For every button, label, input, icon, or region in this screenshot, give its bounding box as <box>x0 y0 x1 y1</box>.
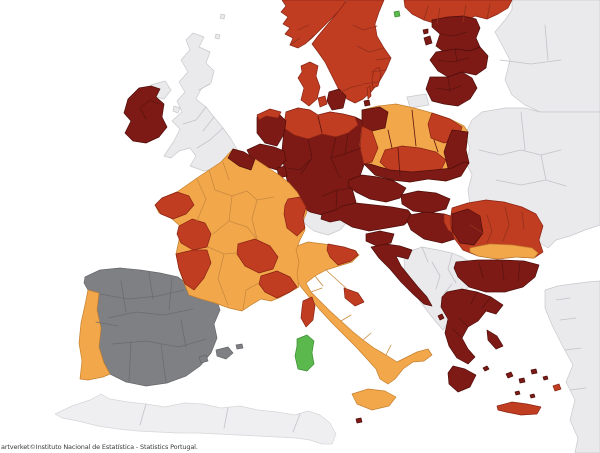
region-slovenia[interactable] <box>365 230 395 247</box>
region-great-britain[interactable] <box>163 32 239 172</box>
region-orkney[interactable] <box>214 33 221 40</box>
region-turkey[interactable] <box>544 280 600 453</box>
region-greece-lines <box>452 291 492 339</box>
region-france-provence[interactable] <box>258 270 298 299</box>
region-ibiza[interactable] <box>198 354 209 364</box>
region-finland-lines <box>423 3 491 25</box>
region-sweden-lines <box>340 24 392 93</box>
region-norway-lines <box>289 24 315 46</box>
region-sweden[interactable] <box>311 0 392 104</box>
region-romania-west[interactable] <box>451 208 484 246</box>
region-east-europe-lines <box>478 24 567 187</box>
region-aland[interactable] <box>393 10 401 18</box>
region-denmark-zealand[interactable] <box>326 88 347 111</box>
region-france-lines <box>196 161 275 311</box>
region-ireland[interactable] <box>123 85 168 144</box>
region-africa[interactable] <box>54 393 337 445</box>
region-romania-lines <box>469 206 525 244</box>
region-netherlands-north[interactable] <box>256 108 282 121</box>
region-bulgaria-lines <box>478 260 521 282</box>
region-poland-northwest[interactable] <box>361 106 389 132</box>
region-uk-lines <box>182 83 224 149</box>
region-estonia[interactable] <box>431 15 481 53</box>
region-saaremaa[interactable] <box>423 35 433 46</box>
region-romania-south[interactable] <box>469 243 539 260</box>
region-france-aquitaine[interactable] <box>175 249 212 291</box>
region-italy-northeast[interactable] <box>326 243 359 266</box>
region-france-loire[interactable] <box>176 218 212 251</box>
region-menorca[interactable] <box>235 343 244 350</box>
region-balkans-lines <box>421 246 457 296</box>
region-italy-lines <box>310 269 392 356</box>
region-sicily[interactable] <box>351 388 397 411</box>
region-shetland[interactable] <box>219 13 226 20</box>
region-poland-south[interactable] <box>363 161 470 183</box>
region-france-brittany[interactable] <box>154 191 195 220</box>
region-africa-lines <box>139 403 301 433</box>
region-peloponnese[interactable] <box>447 365 477 393</box>
region-crete[interactable] <box>496 401 542 416</box>
region-greek-islands[interactable] <box>482 365 549 399</box>
region-hiiumaa[interactable] <box>422 28 429 35</box>
region-poland-lines <box>387 109 439 177</box>
region-spain-lines <box>95 271 207 384</box>
region-greece[interactable] <box>440 288 504 365</box>
region-latvia[interactable] <box>429 46 489 78</box>
region-italy-marche[interactable] <box>343 287 365 307</box>
region-mallorca[interactable] <box>215 346 234 360</box>
region-ireland-lines <box>139 99 160 120</box>
region-euboea[interactable] <box>486 329 504 350</box>
region-france-rhone-alpes[interactable] <box>236 238 279 274</box>
region-czechia[interactable] <box>347 174 407 203</box>
map-attribution: artverket©Instituto Nacional de Estatíst… <box>1 443 198 451</box>
region-kaliningrad[interactable] <box>406 93 430 109</box>
region-italy[interactable] <box>290 241 433 385</box>
region-france-east[interactable] <box>283 196 307 237</box>
region-france-nord[interactable] <box>227 148 256 171</box>
region-oland[interactable] <box>366 85 372 100</box>
region-sardinia[interactable] <box>294 334 315 372</box>
region-corsica[interactable] <box>300 296 316 328</box>
region-denmark-funen[interactable] <box>317 95 328 108</box>
region-baltics-lines <box>435 31 470 93</box>
region-corfu[interactable] <box>437 313 445 321</box>
region-croatia[interactable] <box>370 243 433 307</box>
region-rhodes[interactable] <box>552 383 562 392</box>
region-bulgaria[interactable] <box>453 259 540 293</box>
region-isle-of-man[interactable] <box>172 105 181 114</box>
region-turkey-lines <box>555 297 587 391</box>
region-bornholm[interactable] <box>363 99 371 107</box>
region-portugal[interactable] <box>78 289 111 381</box>
region-slovakia[interactable] <box>400 190 451 214</box>
region-malta[interactable] <box>355 417 363 424</box>
region-denmark-jutland[interactable] <box>297 61 321 107</box>
region-germany-north[interactable] <box>283 107 359 140</box>
region-germany-lines <box>287 115 362 210</box>
